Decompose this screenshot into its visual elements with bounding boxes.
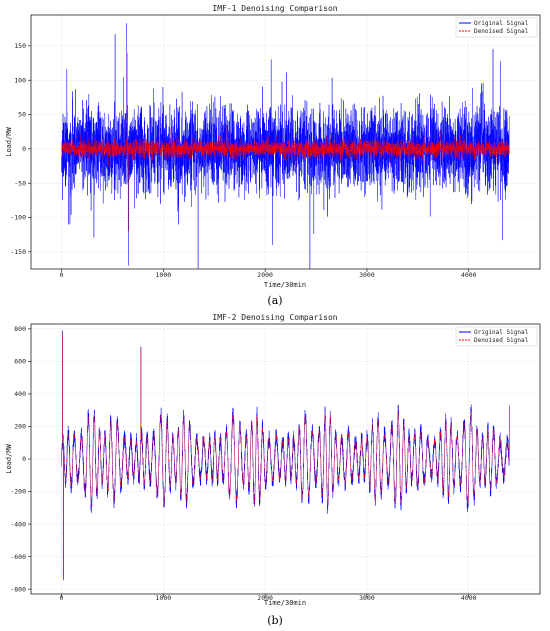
legend-a-denoised-label: Denoised Signal (474, 28, 529, 35)
chart-b-ytick-label: 400 (14, 390, 26, 398)
legend-b-original-label: Original Signal (474, 329, 529, 336)
legend-a-original-label: Original Signal (474, 20, 529, 27)
chart-a-ytick-label: -150 (10, 248, 26, 256)
chart-a: IMF-1 Denoising Comparison 0 1000 2000 3000… (5, 4, 541, 307)
chart-a-ylabel: Load/MW (5, 126, 13, 156)
chart-b-xtick-label: 4000 (461, 594, 477, 602)
chart-b-xlabel: Time/30min (264, 599, 306, 607)
chart-a-ytick-label: 150 (14, 42, 26, 50)
chart-b-ytick-label: 800 (14, 325, 26, 333)
chart-b-panel-label: (b) (267, 614, 283, 627)
chart-b-ytick-label: -200 (10, 488, 26, 496)
chart-a-xtick-label: 1000 (156, 271, 172, 279)
chart-b-series-denoised-line (61, 333, 510, 577)
chart-a-panel-label: (a) (267, 294, 282, 307)
chart-b-series-original-line (61, 330, 510, 581)
chart-b-ytick-label: -600 (10, 553, 26, 561)
chart-b-ytick-label: 0 (22, 455, 26, 463)
chart-a-legend: Original Signal Denoised Signal (455, 17, 538, 38)
chart-a-ytick-label: -100 (10, 214, 26, 222)
chart-a-xtick-label: 4000 (461, 271, 477, 279)
legend-b-denoised-label: Denoised Signal (474, 337, 529, 344)
chart-a-frame (30, 14, 541, 270)
chart-b: IMF-2 Denoising Comparison 0 1000 2000 3000… (5, 313, 541, 627)
chart-a-title: IMF-1 Denoising Comparison (212, 4, 337, 13)
chart-b-ytick-label: 600 (14, 358, 26, 366)
chart-a-ytick-label: 50 (18, 111, 26, 119)
chart-b-ytick-label: -800 (10, 585, 26, 593)
chart-b-ytick-label: 200 (14, 423, 26, 431)
chart-b-ylabel: Load/MW (5, 443, 13, 473)
chart-a-xtick-label: 2000 (257, 271, 273, 279)
chart-a-xtick-label: 3000 (359, 271, 375, 279)
chart-b-legend: Original Signal Denoised Signal (455, 326, 538, 347)
chart-a-xtick-label: 0 (60, 271, 64, 279)
chart-a-series-denoised-line (61, 52, 510, 232)
chart-a-xlabel: Time/30min (264, 281, 306, 289)
chart-b-xtick-label: 3000 (359, 594, 375, 602)
chart-b-title: IMF-2 Denoising Comparison (212, 313, 337, 322)
chart-a-ytick-label: -50 (14, 179, 26, 187)
chart-a-ytick-label: 100 (14, 76, 26, 84)
chart-b-xtick-label: 0 (60, 594, 64, 602)
chart-a-ytick-label: 0 (22, 145, 26, 153)
chart-b-ytick-label: -400 (10, 520, 26, 528)
chart-b-xtick-label: 2000 (257, 594, 273, 602)
chart-b-xtick-label: 1000 (156, 594, 172, 602)
